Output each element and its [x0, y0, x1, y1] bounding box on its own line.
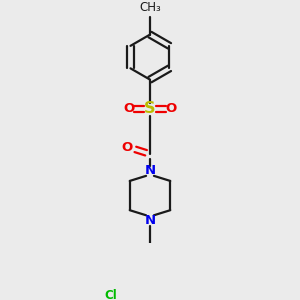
Text: N: N	[144, 164, 156, 177]
Text: O: O	[122, 141, 133, 154]
Text: CH₃: CH₃	[139, 1, 161, 14]
Text: Cl: Cl	[105, 289, 118, 300]
Text: O: O	[166, 102, 177, 116]
Text: O: O	[123, 102, 134, 116]
Text: S: S	[144, 101, 156, 116]
Text: N: N	[144, 214, 156, 227]
